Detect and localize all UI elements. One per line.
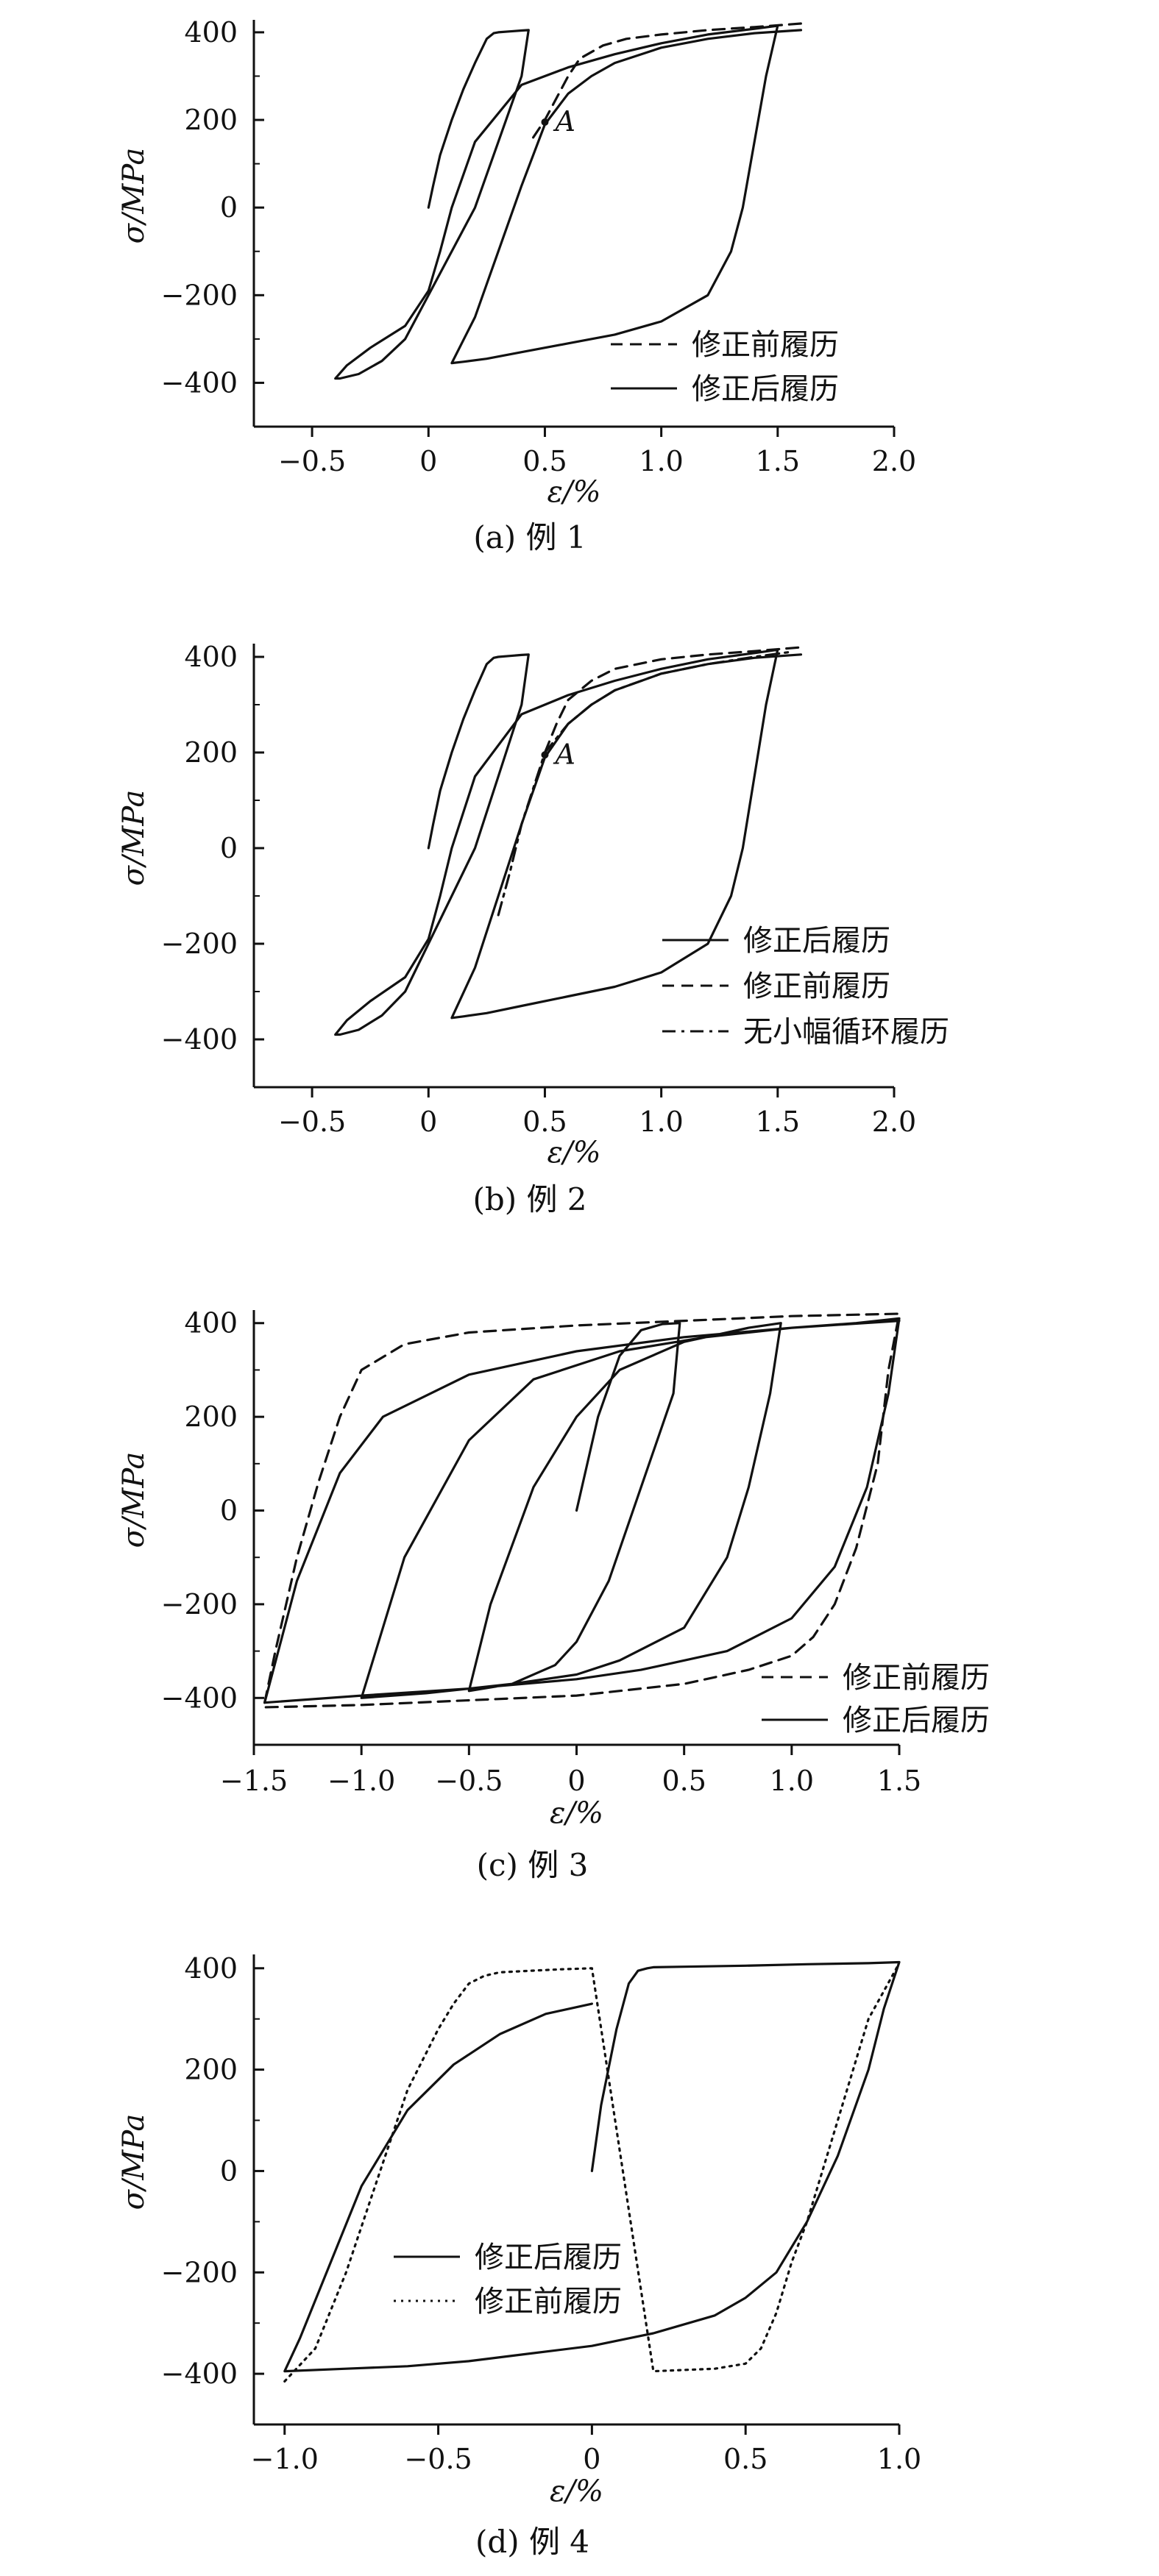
chart-panel-4: 400 200 0 −200 −400 −1.0 −0.5 0 0.5 1.0 ε/% σ/MPa 修正… (117, 1952, 921, 2560)
legend-label: 修正前履历 (475, 2285, 622, 2319)
annotation-point (541, 118, 549, 127)
annotation-point (541, 751, 549, 759)
x-tick-label: −0.5 (278, 445, 346, 477)
y-tick-label: −400 (161, 1023, 238, 1056)
y-tick-label: 400 (184, 16, 238, 49)
x-tick-label: 1.5 (756, 1106, 800, 1138)
x-tick-label: 1.0 (877, 2443, 921, 2475)
x-axis-title: ε/% (550, 1796, 603, 1830)
x-tick-label: 0 (419, 445, 437, 477)
legend-label: 修正前履历 (743, 969, 890, 1003)
x-tick-label: −0.5 (435, 1765, 503, 1797)
y-tick-label: −400 (161, 366, 238, 399)
y-tick-label: 0 (220, 191, 238, 224)
x-tick-label: 0.5 (723, 2443, 768, 2475)
annotation-label: A (553, 105, 575, 138)
series-line (283, 1960, 901, 2373)
series-line (334, 24, 803, 380)
x-tick-label: 1.5 (877, 1765, 921, 1797)
panel-caption: (c) 例 3 (477, 1847, 589, 1883)
x-axis-title: ε/% (547, 1136, 601, 1170)
x-tick-label: −1.0 (251, 2443, 319, 2475)
legend-label: 无小幅循环履历 (743, 1015, 949, 1049)
y-tick-label: −200 (161, 279, 238, 311)
legend-label: 修正前履历 (843, 1661, 990, 1695)
y-axis-title: σ/MPa (117, 148, 151, 244)
series-line (263, 1317, 901, 1704)
panel-caption: (a) 例 1 (473, 519, 586, 555)
y-tick-label: 0 (220, 1495, 238, 1527)
legend-label: 修正前履历 (692, 328, 839, 362)
chart-panel-3: 400 200 0 −200 −400 −1.5 −1.0 −0.5 0 0.5 1.0 1.5 ε/%… (117, 1307, 990, 1883)
y-axis-title: σ/MPa (117, 1452, 151, 1548)
y-tick-label: 200 (184, 2054, 238, 2086)
x-tick-label: 0.5 (522, 1106, 567, 1138)
x-tick-label: −0.5 (404, 2443, 472, 2475)
series-line (263, 1312, 901, 1709)
x-tick-label: 1.0 (639, 445, 683, 477)
series-line (543, 646, 803, 754)
y-tick-label: 0 (220, 832, 238, 864)
y-tick-label: −400 (161, 1682, 238, 1714)
x-tick-label: 0 (567, 1765, 585, 1797)
y-tick-label: 400 (184, 641, 238, 673)
y-axis-title: σ/MPa (117, 790, 151, 886)
legend-label: 修正后履历 (692, 372, 839, 406)
x-tick-label: 0 (419, 1106, 437, 1138)
y-axis-title: σ/MPa (117, 2114, 151, 2210)
x-tick-label: −0.5 (278, 1106, 346, 1138)
x-tick-label: −1.0 (327, 1765, 395, 1797)
x-tick-label: 1.0 (770, 1765, 814, 1797)
legend-label: 修正后履历 (743, 924, 890, 958)
legend-label: 修正后履历 (843, 1704, 990, 1737)
chart-panel-2: 400 200 0 −200 −400 −0.5 0 0.5 1.0 1.5 2.0 ε/% σ/MPa… (117, 641, 949, 1217)
x-tick-label: 1.5 (756, 445, 800, 477)
x-tick-label: 0.5 (662, 1765, 706, 1797)
series-line (531, 22, 803, 139)
y-tick-label: −400 (161, 2358, 238, 2390)
chart-panel-1: 400 200 0 −200 −400 −0.5 0 0.5 1.0 1.5 2.0 ε/% σ/MPa… (117, 16, 916, 555)
legend-label: 修正后履历 (475, 2241, 622, 2274)
x-tick-label: 0 (583, 2443, 600, 2475)
panel-caption: (d) 例 4 (475, 2524, 589, 2560)
annotation-label: A (553, 738, 575, 770)
x-tick-label: 2.0 (872, 445, 916, 477)
y-tick-label: −200 (161, 1588, 238, 1620)
x-axis-title: ε/% (547, 475, 601, 509)
panel-caption: (b) 例 2 (472, 1181, 586, 1217)
x-tick-label: 0.5 (522, 445, 567, 477)
y-tick-label: 200 (184, 104, 238, 136)
y-tick-label: 200 (184, 736, 238, 769)
y-tick-label: 400 (184, 1952, 238, 1985)
y-tick-label: 200 (184, 1401, 238, 1433)
x-tick-label: −1.5 (220, 1765, 288, 1797)
series-line (283, 1962, 901, 2383)
y-tick-label: 400 (184, 1307, 238, 1339)
x-tick-label: 2.0 (872, 1106, 916, 1138)
series-line (497, 650, 791, 917)
y-tick-label: 0 (220, 2155, 238, 2187)
y-tick-label: −200 (161, 2256, 238, 2288)
x-axis-title: ε/% (550, 2474, 603, 2508)
x-tick-label: 1.0 (639, 1106, 683, 1138)
y-tick-label: −200 (161, 928, 238, 960)
series-line (334, 648, 803, 1036)
